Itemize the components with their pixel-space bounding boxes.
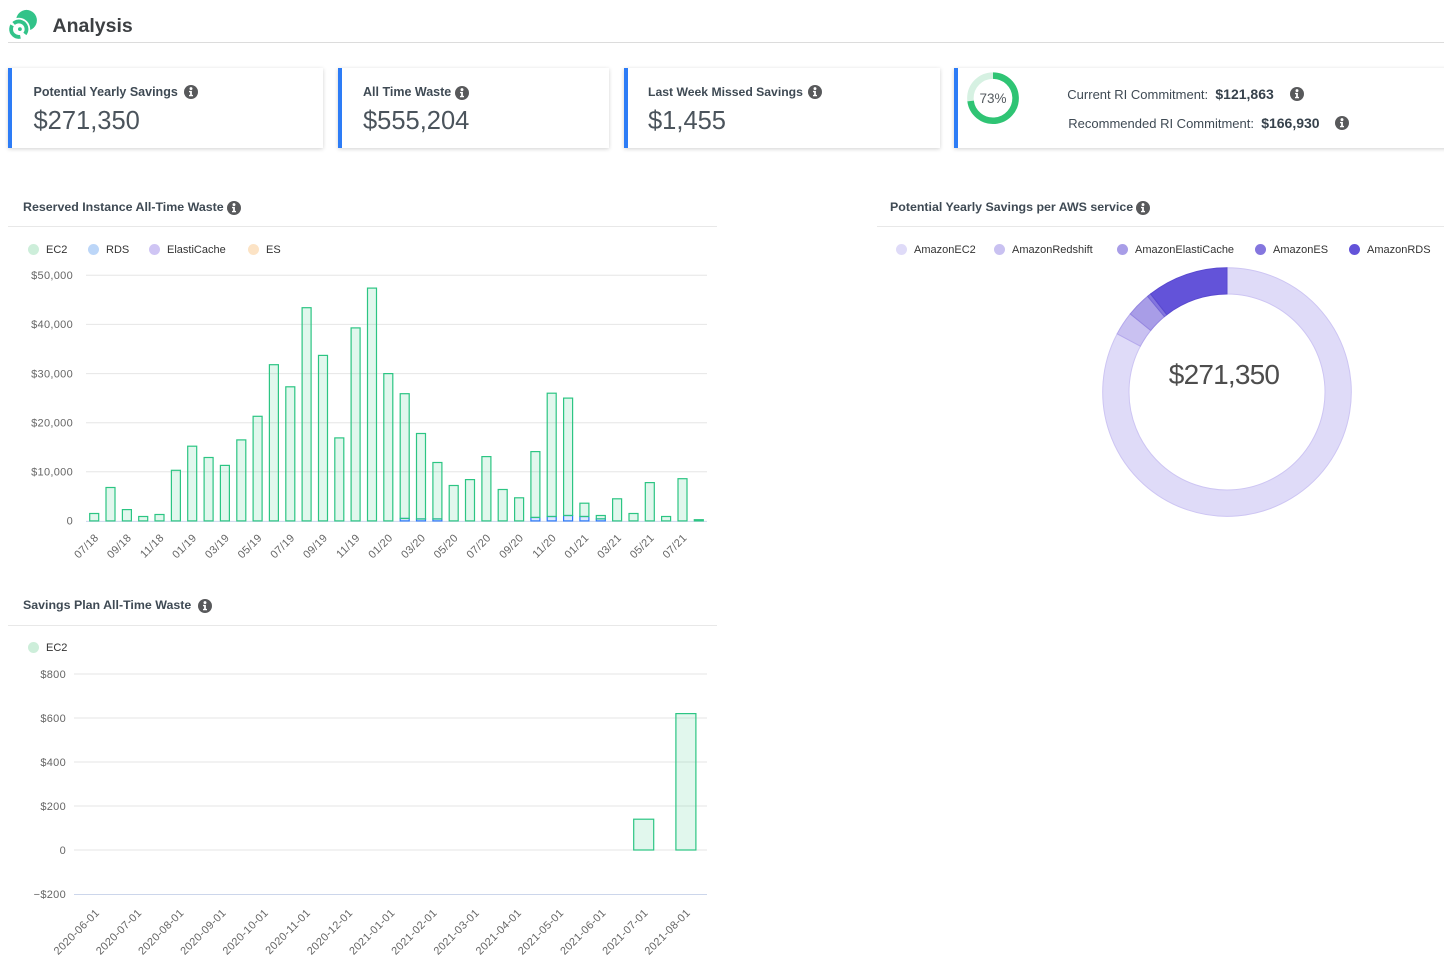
svg-text:$400: $400 [40, 757, 66, 769]
svg-text:01/19: 01/19 [170, 532, 199, 561]
svg-text:11/19: 11/19 [334, 532, 362, 560]
svg-text:−$200: −$200 [34, 889, 66, 901]
svg-text:11/20: 11/20 [530, 532, 558, 560]
svg-text:2020-08-01: 2020-08-01 [136, 907, 186, 957]
svg-text:2021-04-01: 2021-04-01 [474, 907, 524, 957]
svg-text:0: 0 [60, 845, 66, 857]
svg-text:07/20: 07/20 [465, 532, 494, 561]
svg-text:09/18: 09/18 [105, 532, 134, 561]
svg-text:03/20: 03/20 [399, 532, 428, 561]
svg-text:$30,000: $30,000 [31, 368, 73, 380]
svg-text:03/21: 03/21 [595, 532, 624, 561]
svg-text:$40,000: $40,000 [31, 319, 73, 331]
svg-text:2021-01-01: 2021-01-01 [347, 907, 397, 957]
svg-text:07/21: 07/21 [661, 532, 690, 561]
svg-text:07/18: 07/18 [72, 532, 101, 561]
svg-text:01/21: 01/21 [563, 532, 592, 561]
svg-text:2020-12-01: 2020-12-01 [305, 907, 355, 957]
svg-text:$200: $200 [40, 801, 66, 813]
svg-text:$600: $600 [40, 713, 66, 725]
svg-text:09/19: 09/19 [301, 532, 330, 561]
svg-text:05/19: 05/19 [236, 532, 265, 561]
svg-text:2020-10-01: 2020-10-01 [221, 907, 271, 957]
svg-text:07/19: 07/19 [268, 532, 297, 561]
svg-text:$10,000: $10,000 [31, 467, 73, 479]
svg-text:01/20: 01/20 [366, 532, 395, 561]
svg-text:2021-07-01: 2021-07-01 [600, 907, 650, 957]
svg-text:$800: $800 [40, 669, 66, 681]
svg-text:$20,000: $20,000 [31, 418, 73, 430]
svg-text:05/20: 05/20 [432, 532, 461, 561]
svg-text:09/20: 09/20 [497, 532, 526, 561]
svg-text:03/19: 03/19 [203, 532, 232, 561]
svg-text:0: 0 [67, 516, 73, 528]
svg-text:11/18: 11/18 [138, 532, 166, 560]
svg-text:2020-09-01: 2020-09-01 [178, 907, 228, 957]
svg-text:2021-03-01: 2021-03-01 [432, 907, 482, 957]
svg-text:2020-11-01: 2020-11-01 [263, 907, 313, 957]
svg-text:05/21: 05/21 [628, 532, 657, 561]
svg-text:2020-07-01: 2020-07-01 [94, 907, 144, 957]
svg-text:$50,000: $50,000 [31, 270, 73, 282]
svg-text:2021-05-01: 2021-05-01 [516, 907, 566, 957]
svg-text:$271,350: $271,350 [1169, 359, 1280, 390]
svg-text:2020-06-01: 2020-06-01 [52, 907, 102, 957]
svg-text:2021-06-01: 2021-06-01 [558, 907, 608, 957]
svg-text:2021-08-01: 2021-08-01 [643, 907, 693, 957]
svg-text:2021-02-01: 2021-02-01 [389, 907, 439, 957]
